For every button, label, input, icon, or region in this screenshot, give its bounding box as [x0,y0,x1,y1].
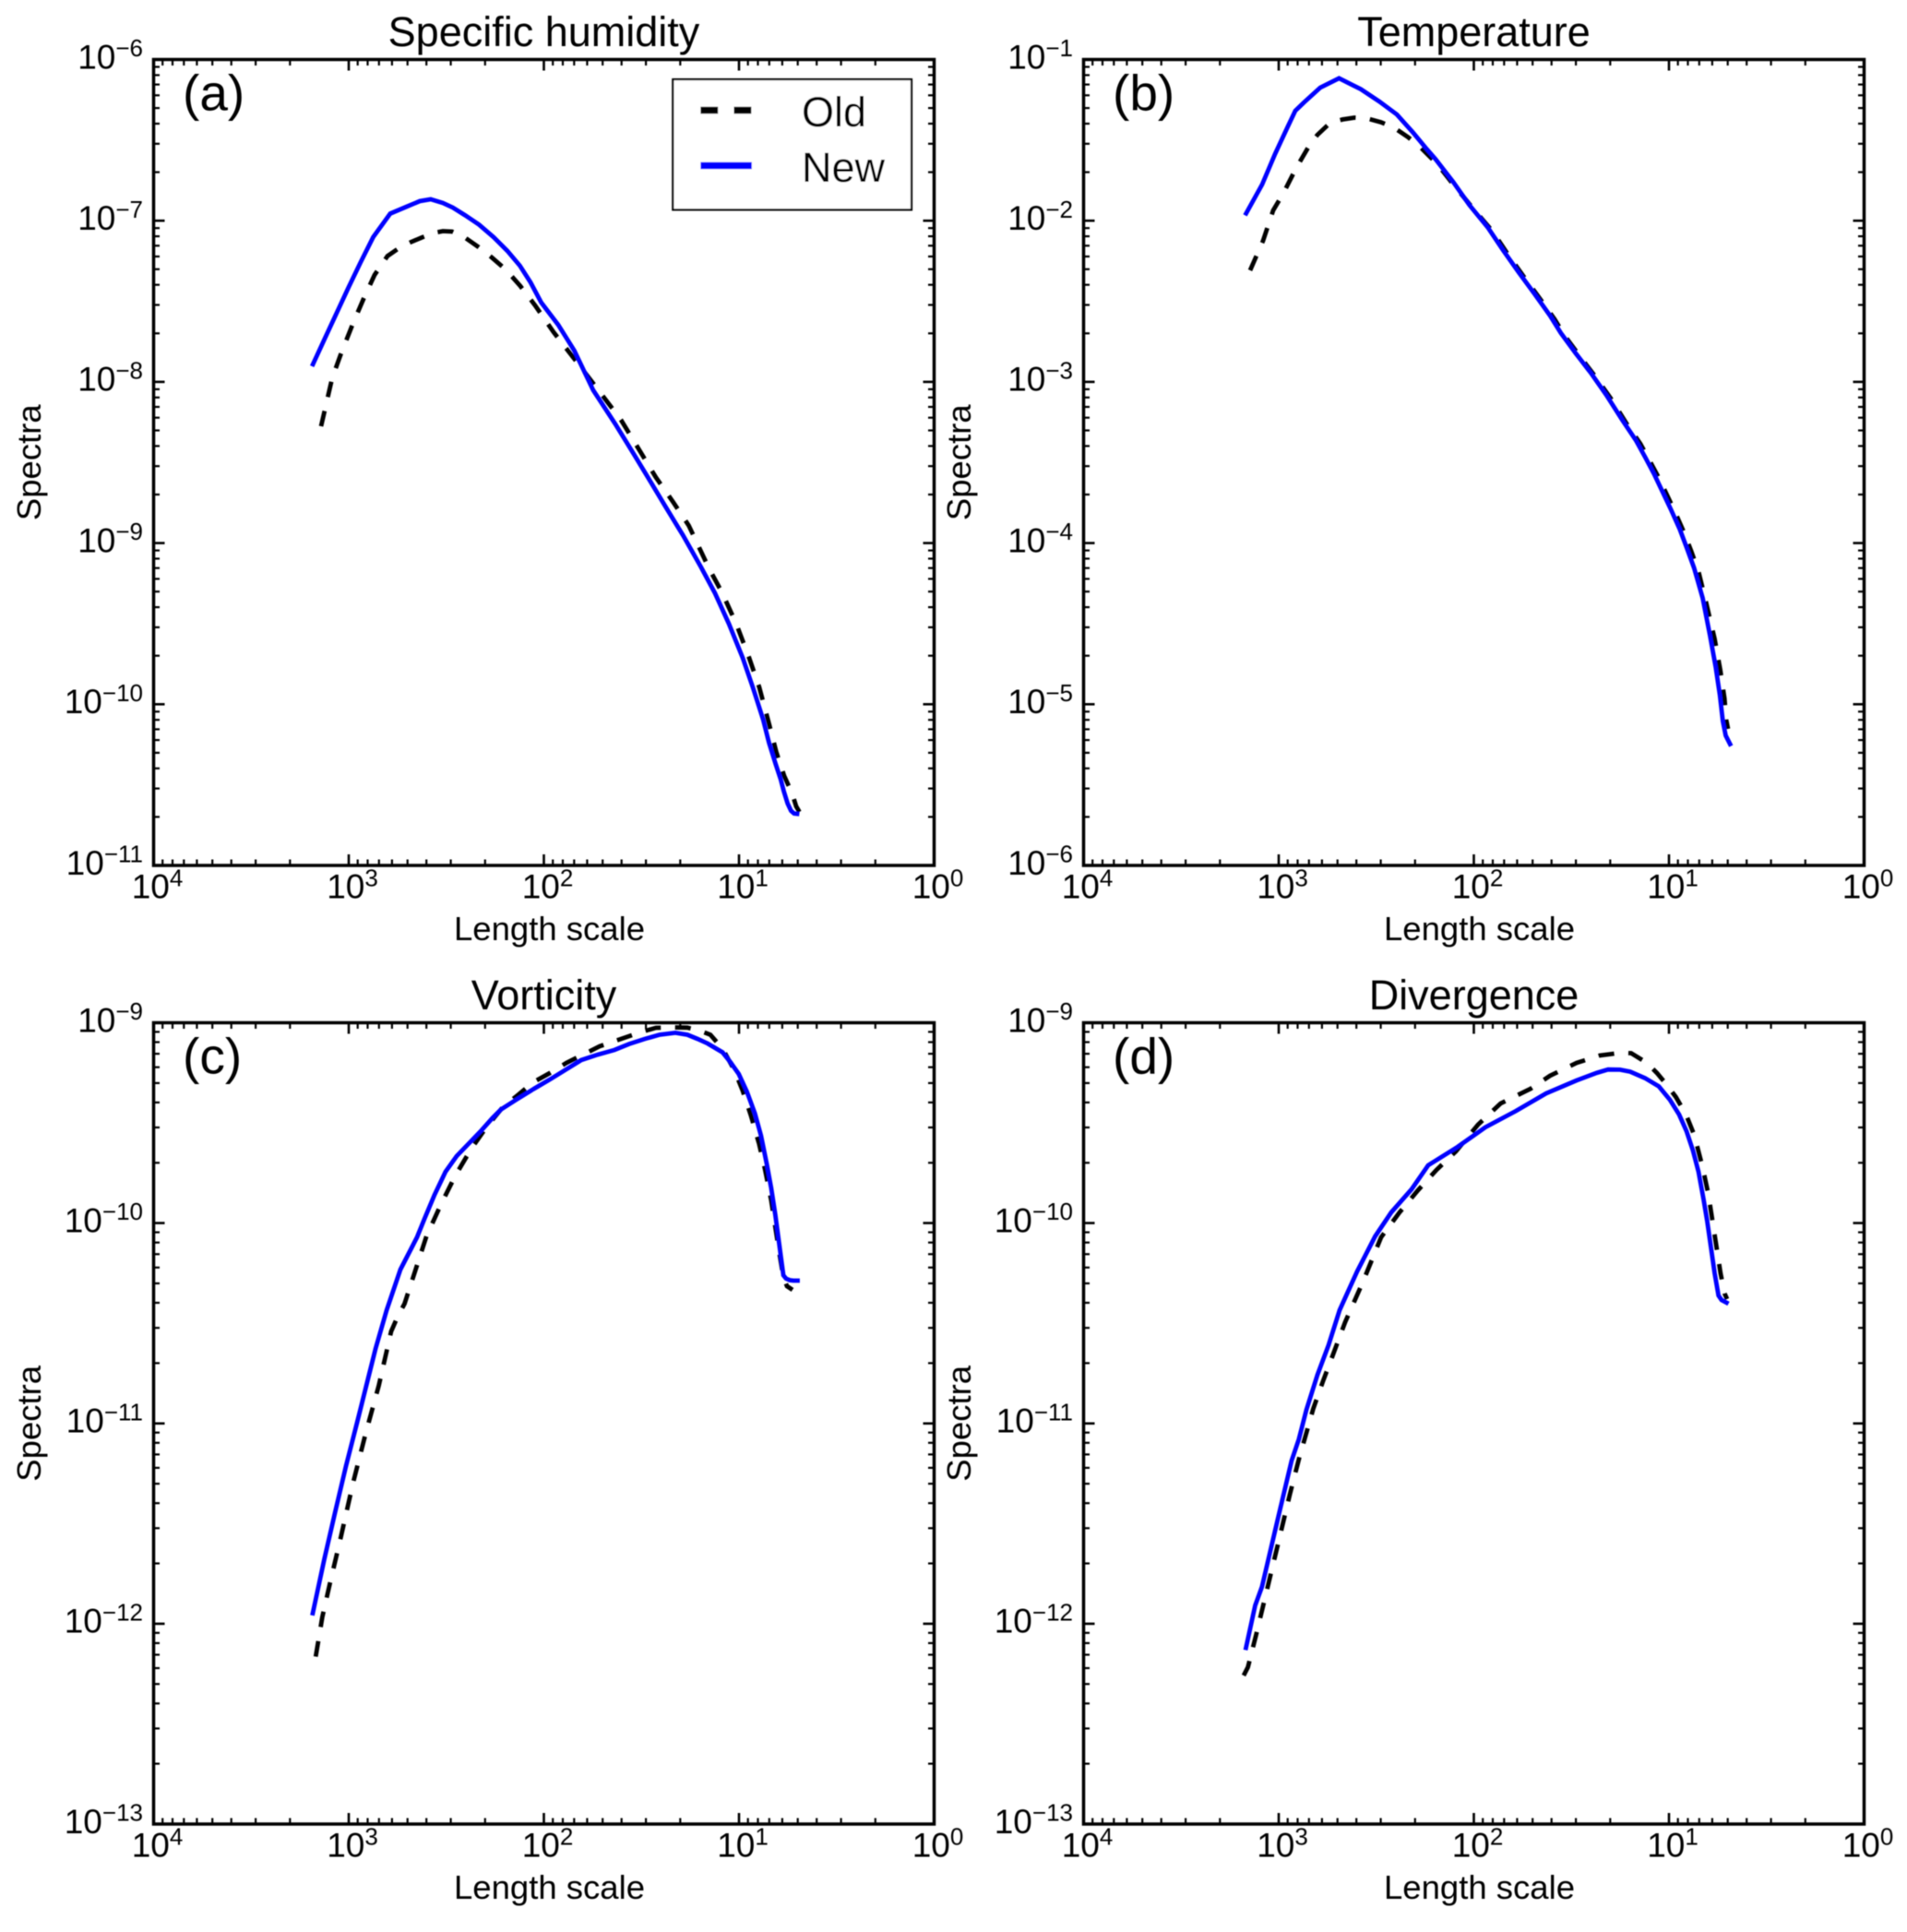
svg-text:103: 103 [1257,1822,1308,1864]
svg-text:New: New [802,144,886,191]
svg-text:Vorticity: Vorticity [471,972,617,1019]
svg-text:Spectra: Spectra [940,404,978,520]
svg-text:Length scale: Length scale [454,1868,645,1906]
svg-text:10−10: 10−10 [65,679,143,721]
svg-text:103: 103 [327,864,378,905]
svg-text:Specific humidity: Specific humidity [388,8,700,55]
svg-text:10−9: 10−9 [77,518,143,559]
svg-text:(a): (a) [183,65,244,122]
svg-text:Old: Old [802,89,866,136]
svg-text:100: 100 [1842,1822,1894,1864]
svg-text:104: 104 [132,1822,184,1864]
svg-text:Divergence: Divergence [1369,972,1579,1019]
svg-text:(d): (d) [1113,1028,1174,1085]
svg-text:Spectra: Spectra [10,404,48,520]
svg-text:10−4: 10−4 [1007,518,1073,559]
svg-text:Length scale: Length scale [1384,1868,1575,1906]
svg-text:100: 100 [912,864,964,905]
svg-text:Spectra: Spectra [10,1365,48,1481]
svg-text:Temperature: Temperature [1357,8,1591,55]
svg-text:(c): (c) [183,1028,242,1085]
svg-text:10−9: 10−9 [77,997,143,1039]
svg-text:Spectra: Spectra [940,1365,978,1481]
svg-text:Length scale: Length scale [1384,910,1575,948]
svg-text:10−2: 10−2 [1007,196,1073,237]
svg-text:Length scale: Length scale [454,910,645,948]
svg-text:(b): (b) [1113,65,1174,122]
